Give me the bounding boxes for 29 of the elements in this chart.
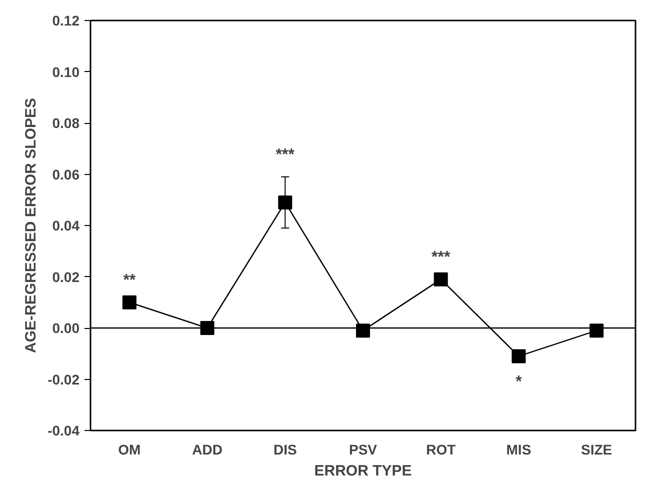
point [200,321,214,335]
annotation: *** [432,248,451,266]
x-axis-title: ERROR TYPE [314,462,412,480]
x-tick-label: DIS [273,442,297,458]
y-tick-label: 0.02 [52,268,80,285]
y-axis-title: AGE-REGRESSED ERROR SLOPES [22,98,40,354]
x-tick-label: SIZE [581,442,612,458]
annotation: * [516,374,523,391]
y-tick-label: 0.06 [52,166,80,182]
point [590,324,604,338]
point [434,272,448,286]
point [122,295,136,310]
y-tick-label: -0.02 [48,371,80,388]
point [278,195,292,210]
y-tick-label: 0.10 [52,64,80,80]
point [512,349,526,364]
x-tick-label: PSV [348,442,378,458]
annotation: ** [123,272,136,289]
x-tick-label: ADD [192,442,222,458]
y-tick-label: 0.12 [52,12,80,28]
y-tick-label: -0.04 [48,422,80,438]
point [356,324,370,338]
annotation: *** [276,146,296,164]
x-tick-label: OM [118,442,141,458]
y-tick-label: 0.08 [52,115,80,131]
y-tick-label: 0.04 [52,218,80,234]
y-tick-label: 0.00 [52,320,80,336]
x-tick-label: MIS [506,442,532,458]
x-tick-label: ROT [426,442,456,458]
